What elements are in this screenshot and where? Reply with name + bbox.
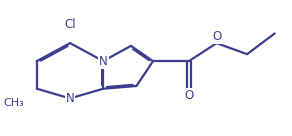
Text: O: O bbox=[212, 30, 221, 43]
Text: CH₃: CH₃ bbox=[4, 98, 25, 108]
Text: Cl: Cl bbox=[64, 18, 76, 31]
Text: N: N bbox=[99, 55, 108, 68]
Text: O: O bbox=[184, 89, 194, 102]
Text: N: N bbox=[66, 92, 74, 105]
